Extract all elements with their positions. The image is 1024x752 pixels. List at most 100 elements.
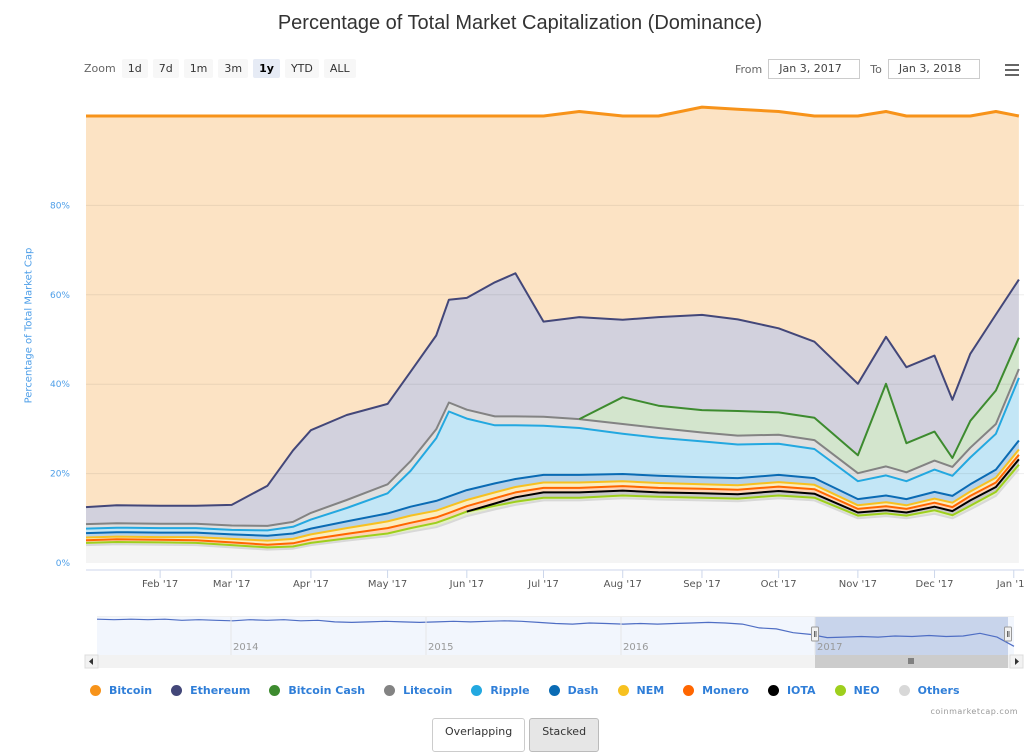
navigator-year-label: 2017: [817, 642, 842, 653]
legend-item-monero[interactable]: Monero: [683, 684, 749, 697]
zoom-7d-button[interactable]: 7d: [152, 59, 179, 78]
line-neo: [85, 464, 1020, 549]
line-dash: [85, 439, 1020, 537]
x-tick-label: Dec '17: [916, 579, 954, 590]
x-tick-label: Jan '18: [996, 579, 1024, 590]
line-others: [85, 468, 1020, 551]
legend-label: NEO: [853, 684, 880, 697]
legend-dot-icon: [683, 685, 695, 696]
x-tick-label: Nov '17: [839, 579, 877, 590]
legend-item-dash[interactable]: Dash: [548, 684, 599, 697]
area-ripple: [86, 377, 1019, 536]
legend-label: Monero: [702, 684, 749, 697]
x-tick-label: Mar '17: [213, 579, 251, 590]
to-label: To: [870, 62, 882, 76]
y-tick-label: 40%: [50, 380, 70, 390]
line-bitcoin: [86, 105, 1020, 118]
legend-item-neo[interactable]: NEO: [834, 684, 880, 697]
scrollbar-track[interactable]: [85, 655, 1023, 668]
stacked-button[interactable]: Stacked: [529, 718, 600, 752]
legend-item-ethereum[interactable]: Ethereum: [171, 684, 250, 697]
area-ethereum: [86, 273, 1019, 526]
line-ripple: [85, 377, 1020, 532]
legend-dot-icon: [834, 685, 846, 696]
zoom-label: Zoom: [84, 62, 116, 75]
to-date-input[interactable]: Jan 3, 2018: [887, 59, 980, 79]
zoom-1y-button[interactable]: 1y: [253, 59, 280, 78]
line-nem: [85, 448, 1020, 542]
x-tick-label: Jul '17: [527, 579, 559, 590]
y-axis-ticks: 0% 20% 40% 60% 80%: [50, 201, 70, 569]
dominance-chart: 0% 20% 40% 60% 80% Feb '17 Mar '17 Apr '17 May …: [50, 105, 1024, 669]
navigator-series-line: [96, 618, 1015, 647]
line-monero: [85, 454, 1020, 546]
legend-label: NEM: [636, 684, 665, 697]
x-tick-label: Sep '17: [683, 579, 721, 590]
x-tick-label: Aug '17: [604, 579, 642, 590]
line-iota: [466, 458, 1020, 514]
line-bitcoin-cash: [578, 337, 1020, 459]
legend-dot-icon: [767, 685, 779, 696]
y-tick-label: 80%: [50, 201, 70, 211]
chart-title: Percentage of Total Market Capitalizatio…: [277, 12, 763, 34]
y-tick-label: 60%: [50, 291, 70, 301]
line-ethereum: [85, 272, 1020, 509]
legend-label: Bitcoin Cash: [288, 684, 366, 697]
y-tick-label: 0%: [56, 559, 71, 569]
legend-dot-icon: [471, 685, 483, 696]
legend: Bitcoin Ethereum Bitcoin Cash Litecoin Rippl…: [90, 684, 979, 697]
zoom-controls: Zoom 1d 7d 1m 3m 1y YTD ALL: [84, 59, 361, 78]
hamburger-menu-icon[interactable]: [1005, 64, 1019, 76]
legend-item-nem[interactable]: NEM: [617, 684, 665, 697]
x-tick-label: May '17: [368, 579, 407, 590]
from-label: From: [735, 62, 763, 76]
date-range: From Jan 3, 2017 To Jan 3, 2018: [735, 59, 990, 79]
legend-label: IOTA: [786, 684, 816, 697]
legend-item-litecoin[interactable]: Litecoin: [384, 684, 452, 697]
mode-toggle: Overlapping Stacked: [432, 718, 603, 752]
y-tick-label: 20%: [50, 470, 70, 480]
legend-item-ripple[interactable]: Ripple: [471, 684, 530, 697]
from-date-input[interactable]: Jan 3, 2017: [768, 59, 861, 79]
x-tick-label: Oct '17: [761, 579, 797, 590]
series-lines: [85, 105, 1020, 551]
x-tick-label: Jun '17: [449, 579, 484, 590]
zoom-all-button[interactable]: ALL: [323, 59, 356, 78]
zoom-ytd-button[interactable]: YTD: [284, 59, 319, 78]
x-tick-label: Feb '17: [142, 579, 178, 590]
legend-label: Litecoin: [403, 684, 453, 697]
area-others: [86, 469, 1019, 563]
overlapping-button[interactable]: Overlapping: [432, 718, 526, 752]
x-tick-label: Apr '17: [293, 579, 329, 590]
zoom-3m-button[interactable]: 3m: [218, 59, 249, 78]
legend-item-others[interactable]: Others: [898, 684, 960, 697]
navigator-year-label: 2015: [428, 642, 453, 653]
area-dash: [86, 440, 1019, 541]
legend-label: Ethereum: [190, 684, 251, 697]
legend-label: Bitcoin: [109, 684, 153, 697]
legend-label: Ripple: [490, 684, 530, 697]
legend-label: Dash: [567, 684, 599, 697]
legend-dot-icon: [384, 685, 396, 696]
navigator: 2014 2015 2016 2017: [84, 616, 1024, 669]
line-litecoin: [85, 368, 1020, 527]
legend-dot-icon: [898, 685, 910, 696]
legend-dot-icon: [171, 685, 183, 696]
area-bitcoin: [86, 107, 1019, 508]
arrow-right-icon: [1015, 658, 1019, 665]
stacked-areas: [86, 107, 1019, 563]
legend-dot-icon: [617, 685, 629, 696]
legend-item-bitcoin-cash[interactable]: Bitcoin Cash: [269, 684, 365, 697]
credits-link[interactable]: coinmarketcap.com: [930, 707, 1018, 716]
zoom-1m-button[interactable]: 1m: [183, 59, 214, 78]
arrow-left-icon: [89, 658, 93, 665]
legend-dot-icon: [90, 685, 101, 696]
navigator-year-label: 2014: [233, 642, 258, 653]
legend-item-iota[interactable]: IOTA: [767, 684, 816, 697]
zoom-1d-button[interactable]: 1d: [121, 59, 148, 78]
legend-dot-icon: [548, 685, 560, 696]
legend-item-bitcoin[interactable]: Bitcoin: [90, 684, 152, 697]
navigator-year-label: 2016: [623, 642, 648, 653]
legend-dot-icon: [269, 685, 281, 696]
legend-label: Others: [917, 684, 960, 697]
